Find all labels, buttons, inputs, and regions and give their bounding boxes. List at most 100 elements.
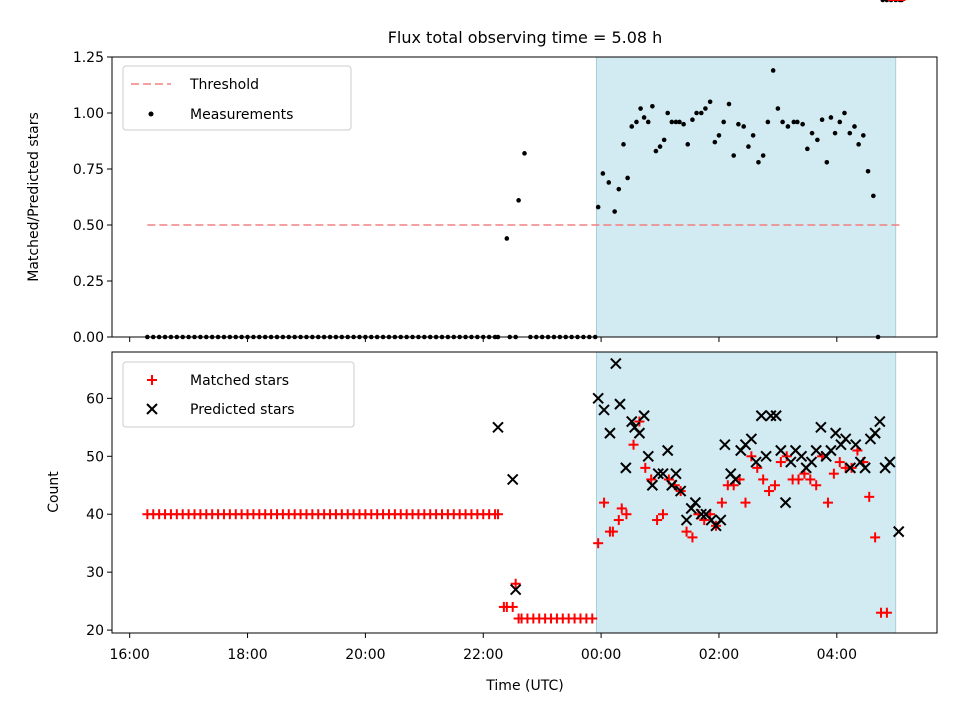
matched-star-point (599, 497, 610, 508)
measurement-point (716, 133, 722, 138)
measurement-point (770, 68, 776, 73)
matched-star-point (510, 578, 521, 589)
predicted-star-point (779, 496, 792, 509)
predicted-star-point (874, 415, 886, 428)
measurement-point (847, 130, 853, 136)
predicted-star-point (674, 485, 687, 497)
measurement-point (645, 119, 651, 125)
matched-star-point (834, 457, 845, 468)
predicted-star-point (815, 421, 827, 434)
x-tick-label: 02:00 (699, 647, 739, 663)
predicted-star-point (719, 438, 731, 451)
measurement-point (629, 124, 635, 129)
ratio-y-label: Matched/Predicted stars (26, 112, 42, 282)
predicted-star-point (795, 450, 808, 462)
ratio-y-tick-label: 0.25 (73, 274, 104, 290)
x-axis-label: Time (UTC) (485, 678, 563, 694)
measurement-point (815, 137, 820, 143)
matched-star-point (640, 462, 651, 473)
ratio-panel: 0.00 0.25 0.50 0.75 1.00 1.25 Matched/Predict… (26, 0, 938, 346)
matched-star-point (492, 509, 503, 520)
predicted-star-point (869, 427, 881, 439)
measurement-point (522, 151, 527, 156)
measurement-point (750, 133, 756, 138)
ratio-y-tick-label: 0.50 (73, 218, 104, 234)
predicted-star-point (829, 427, 842, 439)
matched-star-point (607, 526, 618, 537)
count-y-tick-label: 40 (86, 507, 104, 523)
count-y-label: Count (46, 471, 62, 513)
legend-measurements-label: Measurements (190, 107, 293, 123)
measurement-point (828, 115, 834, 120)
x-tick-label: 20:00 (345, 647, 385, 663)
predicted-star-point (859, 462, 871, 474)
measurement-point (516, 198, 521, 203)
predicted-star-point (849, 438, 862, 451)
matched-star-point (793, 474, 804, 485)
predicted-star-point (770, 410, 782, 422)
ratio-y-tick-label: 0.00 (73, 330, 104, 346)
legend-threshold-label: Threshold (189, 77, 259, 93)
predicted-star-point (626, 415, 638, 428)
predicted-star-point (614, 398, 626, 410)
count-x-axis: 16:00 18:00 20:00 22:00 00:00 02:00 04:00 (109, 633, 857, 663)
x-tick-label: 16:00 (109, 647, 149, 663)
matched-star-point (775, 457, 786, 468)
measurement-point (606, 180, 612, 185)
measurement-point (765, 119, 771, 125)
measurement-point (703, 106, 708, 111)
measurement-point (856, 142, 861, 147)
predicted-star-point (646, 479, 659, 491)
matched-star-point (746, 451, 757, 462)
matched-star-point (616, 503, 627, 514)
matched-star-point (716, 497, 727, 508)
predicted-star-point (652, 467, 664, 480)
legend-predicted-label: Predicted stars (190, 402, 295, 418)
measurement-point (690, 117, 695, 123)
matched-star-point (822, 497, 833, 508)
measurement-point (681, 121, 686, 127)
predicted-star-point (729, 473, 742, 486)
predicted-star-point (775, 444, 787, 457)
predicted-star-point (805, 456, 818, 468)
chart-title: Flux total observing time = 5.08 h (388, 28, 663, 47)
measurement-point (612, 209, 617, 214)
ratio-y-axis: 0.00 0.25 0.50 0.75 1.00 1.25 (73, 50, 112, 346)
matched-star-point (764, 486, 775, 497)
measurement-point (741, 124, 747, 129)
measurement-point (634, 119, 639, 125)
matched-star-point (881, 607, 892, 618)
matched-star-point (613, 515, 624, 526)
measurement-point (800, 121, 805, 127)
matched-star-point (681, 526, 692, 537)
measurement-point (824, 159, 830, 165)
x-tick-label: 18:00 (227, 647, 267, 663)
measurement-point (625, 175, 630, 181)
predicted-star-point (680, 514, 693, 526)
measurement-point (880, 0, 886, 3)
measurement-point (795, 119, 800, 125)
predicted-star-point (638, 410, 650, 422)
matched-star-point (769, 480, 780, 491)
measurement-point (665, 110, 670, 116)
matched-star-point (758, 474, 769, 485)
measurement-point (780, 119, 785, 125)
measurement-point (842, 110, 847, 116)
count-axes-frame (111, 351, 938, 634)
predicted-star-point (760, 450, 772, 462)
matched-stars-points (142, 0, 906, 624)
measurement-point (805, 146, 810, 152)
ratio-legend: Threshold Measurements (122, 65, 352, 131)
count-y-tick-label: 60 (86, 391, 104, 407)
measurement-point (712, 139, 718, 145)
measurement-point (653, 148, 659, 154)
x-tick-label: 22:00 (463, 647, 503, 663)
matched-star-point (687, 532, 698, 543)
predicted-star-point (844, 462, 857, 474)
count-y-axis: 20 30 40 50 60 (86, 391, 112, 639)
observing-window-bottom (595, 351, 897, 634)
measurement-point (669, 119, 675, 125)
legend-predicted-swatch (146, 403, 158, 415)
x-tick-label: 00:00 (581, 647, 621, 663)
matched-star-point (811, 480, 822, 491)
